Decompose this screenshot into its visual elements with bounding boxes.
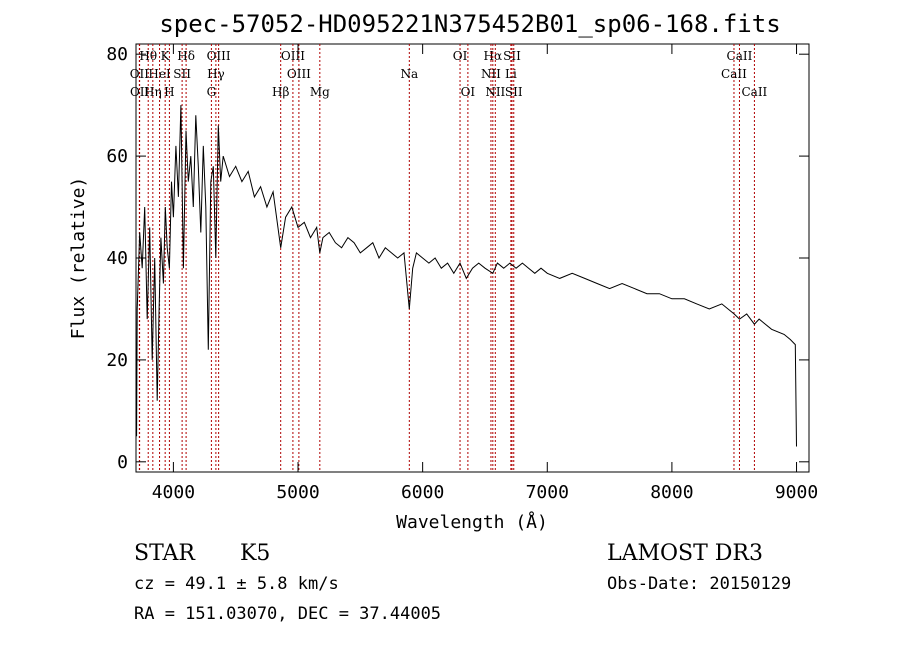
line-marker-label-0: Hθ xyxy=(139,49,157,63)
y-tick-label-1: 20 xyxy=(106,350,128,371)
y-tick-label-4: 80 xyxy=(106,44,128,65)
line-marker-label-3: K xyxy=(161,49,171,63)
line-marker-label-14: Hβ xyxy=(272,85,289,99)
x-tick-label-0: 4000 xyxy=(152,482,195,503)
x-axis-title: Wavelength (Å) xyxy=(396,511,548,533)
line-marker-label-22: SII xyxy=(503,49,521,63)
line-marker-label-12: OIII xyxy=(281,49,305,63)
line-marker-label-9: OIII xyxy=(207,49,231,63)
line-marker-label-20: NII xyxy=(481,67,501,81)
spectrum-line xyxy=(135,105,797,447)
line-marker-label-2: OII xyxy=(130,85,150,99)
redshift-text: cz = 49.1 ± 5.8 km/s xyxy=(134,574,339,594)
line-marker-label-5: Hη xyxy=(144,85,162,99)
coordinates-text: RA = 151.03070, DEC = 37.44005 xyxy=(134,604,441,624)
obs-date: Obs-Date: 20150129 xyxy=(607,574,791,594)
x-tick-label-1: 5000 xyxy=(276,482,319,503)
line-marker-label-7: SII xyxy=(173,67,191,81)
line-marker-label-11: G xyxy=(207,85,217,99)
object-subclass: K5 xyxy=(240,541,270,566)
y-tick-label-3: 60 xyxy=(106,146,128,167)
axis-ticks: 4000 5000 6000 7000 8000 9000 0 20 40 60 80 xyxy=(106,44,818,503)
line-marker-label-24: SII xyxy=(505,85,523,99)
line-marker-label-15: Mg xyxy=(310,85,330,99)
line-marker-label-26: CaII xyxy=(721,67,747,81)
line-marker-label-21: NII xyxy=(485,85,505,99)
line-marker-label-6: Hδ xyxy=(177,49,195,63)
y-axis-title: Flux (relative) xyxy=(68,177,89,340)
line-marker-label-23: Li xyxy=(505,67,517,81)
x-tick-label-5: 9000 xyxy=(775,482,818,503)
line-marker-label-18: OI xyxy=(461,85,476,99)
line-marker-label-8: H xyxy=(164,85,174,99)
line-marker-label-16: Na xyxy=(400,67,418,81)
x-tick-label-4: 8000 xyxy=(650,482,693,503)
object-class: STAR xyxy=(134,541,196,566)
line-marker-label-27: CaII xyxy=(741,85,767,99)
x-tick-label-2: 6000 xyxy=(401,482,444,503)
plot-frame xyxy=(135,43,810,473)
survey-name: LAMOST DR3 xyxy=(607,541,763,566)
line-marker-label-13: OIII xyxy=(287,67,311,81)
line-marker-label-10: Hγ xyxy=(207,67,225,81)
line-marker-label-4: HeI xyxy=(148,67,171,81)
line-marker-label-25: CaII xyxy=(727,49,753,63)
y-tick-label-2: 40 xyxy=(106,248,128,269)
chart-title: spec-57052-HD095221N375452B01_sp06-168.f… xyxy=(159,10,780,38)
x-tick-label-3: 7000 xyxy=(526,482,569,503)
line-marker-label-17: OI xyxy=(453,49,468,63)
line-marker-label-19: Hα xyxy=(484,49,503,63)
y-tick-label-0: 0 xyxy=(117,452,128,473)
